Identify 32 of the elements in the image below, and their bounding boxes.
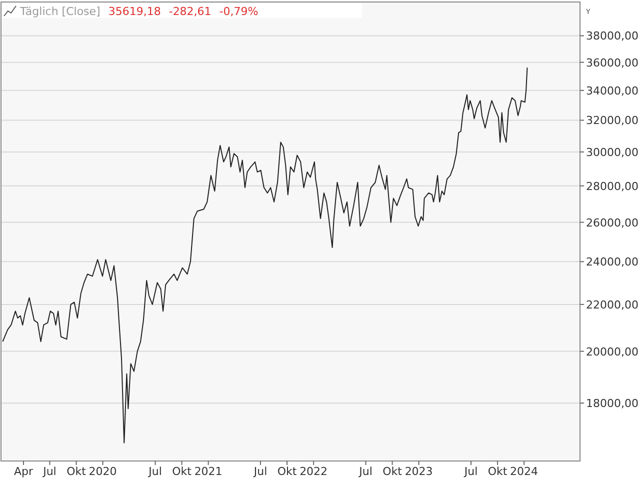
annotation: -0,79% — [219, 5, 258, 18]
y-tick-label: 20000,00 — [586, 345, 638, 358]
x-tick-label: Jul — [148, 465, 162, 478]
x-tick-label: 2024 — [510, 465, 538, 478]
y-tick-label: 34000,00 — [586, 84, 638, 98]
x-tick-label: Okt — [172, 465, 192, 478]
y-tick-label: 30000,00 — [586, 146, 638, 159]
x-tick-label: Okt — [488, 465, 508, 478]
x-tick-label: 2023 — [404, 465, 433, 478]
x-tick-label: Okt — [66, 465, 87, 478]
y-tick-label: 18000,00 — [586, 397, 638, 410]
y-tick-label: 36000,00 — [586, 56, 638, 70]
x-tick-label: Jul — [42, 465, 56, 478]
y-tick-label: 22000,00 — [586, 298, 638, 312]
y-tick-label: 26000,00 — [586, 216, 638, 230]
line-series — [2, 67, 528, 444]
chart-title: Täglich [Close] — [20, 5, 100, 18]
y-tick-label: 38000,00 — [586, 30, 638, 43]
x-tick-label: Okt — [277, 465, 298, 478]
x-tick-label: 2022 — [300, 465, 328, 478]
x-tick-label: 2020 — [88, 465, 117, 478]
x-tick-label: Jul — [463, 465, 478, 478]
x-tick-label: Apr — [14, 465, 34, 478]
x-tick-label: Jul — [358, 465, 372, 478]
annotation: 35619,18 — [108, 5, 161, 18]
x-tick-label: 2021 — [194, 465, 222, 478]
x-tick-label: Okt — [382, 465, 403, 478]
annotation: -282,61 — [168, 5, 212, 18]
x-tick-label: Jul — [252, 465, 268, 478]
y-tick-label: 24000,00 — [586, 256, 638, 269]
y-tick-label: 32000,00 — [586, 114, 638, 128]
y-tick-label: 28000,00 — [586, 180, 638, 193]
